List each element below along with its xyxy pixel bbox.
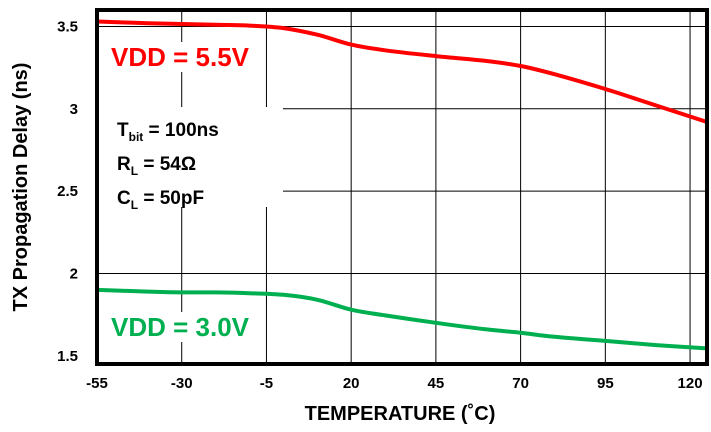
x-tick-label: 45 <box>428 375 445 392</box>
x-axis-title: TEMPERATURE (˚C) <box>305 402 496 425</box>
conditions-box <box>98 107 283 207</box>
x-tick-label: -55 <box>86 375 108 392</box>
condition-line: Tbit = 100ns <box>117 120 219 144</box>
x-tick-label: 70 <box>512 375 529 392</box>
series-label-background <box>107 312 254 342</box>
y-tick-labels: 1.5 2 2.5 3 3.5 <box>57 18 78 364</box>
grid-lines <box>97 10 707 364</box>
series-layer <box>95 19 709 351</box>
condition-line: CL = 50pF <box>117 188 204 212</box>
y-tick-label: 3 <box>70 101 78 118</box>
conditions-annotation: Tbit = 100ns RL = 54Ω CL = 50pF <box>117 120 219 212</box>
series-labels: VDD = 5.5V VDD = 3.0V <box>107 42 254 342</box>
series-line-vdd-3-0v <box>95 287 709 351</box>
x-tick-label: -5 <box>260 375 273 392</box>
y-tick-label: 2.5 <box>57 183 78 200</box>
condition-line: RL = 54Ω <box>117 154 196 178</box>
series-label: VDD = 3.0V <box>111 312 250 342</box>
series-line-vdd-5-5v <box>95 19 709 124</box>
x-tick-label: -30 <box>171 375 193 392</box>
y-axis-title: TX Propagation Delay (ns) <box>10 63 32 312</box>
x-tick-labels: -55 -30 -5 20 45 70 95 120 <box>86 375 702 392</box>
x-tick-label: 120 <box>678 375 703 392</box>
plot-frame <box>95 8 709 366</box>
y-tick-label: 2 <box>70 265 78 282</box>
y-tick-label: 3.5 <box>57 18 78 35</box>
x-tick-label: 95 <box>597 375 614 392</box>
x-tick-label: 20 <box>343 375 360 392</box>
series-label-background <box>107 42 254 72</box>
y-tick-label: 1.5 <box>57 348 78 365</box>
series-label: VDD = 5.5V <box>111 42 250 72</box>
